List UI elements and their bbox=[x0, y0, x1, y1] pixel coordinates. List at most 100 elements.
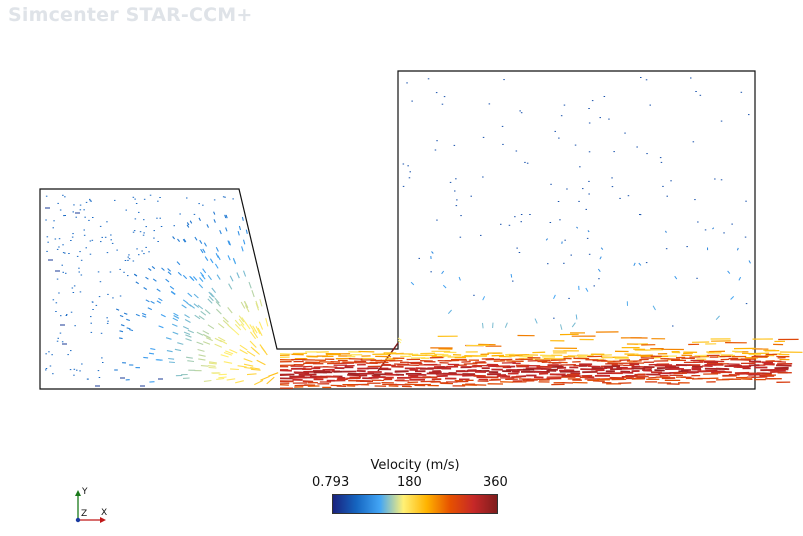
velocity-vector bbox=[266, 376, 275, 385]
velocity-vector bbox=[215, 247, 219, 252]
velocity-vector bbox=[155, 359, 162, 361]
velocity-vector bbox=[182, 299, 188, 304]
velocity-vector bbox=[230, 368, 239, 371]
velocity-vector bbox=[196, 331, 204, 336]
brand-watermark: Simcenter STAR-CCM+ bbox=[8, 4, 253, 26]
velocity-vector bbox=[259, 344, 266, 353]
velocity-vector bbox=[229, 275, 234, 282]
velocity-vector bbox=[482, 322, 484, 329]
velocity-vector bbox=[208, 362, 217, 365]
velocity-vector bbox=[129, 328, 134, 332]
velocity-vector bbox=[182, 238, 186, 243]
velocity-vector bbox=[145, 299, 150, 303]
velocity-vector bbox=[148, 267, 152, 271]
velocity-vector bbox=[141, 315, 147, 318]
velocity-vector bbox=[119, 330, 124, 333]
velocity-vector bbox=[208, 295, 214, 302]
velocity-vector bbox=[652, 305, 656, 311]
velocity-vector bbox=[202, 333, 210, 338]
velocity-vector bbox=[252, 325, 258, 334]
legend-min-label: 0.793 bbox=[312, 475, 350, 490]
velocity-vector bbox=[189, 275, 194, 281]
velocity-vector bbox=[200, 365, 209, 367]
velocity-vector bbox=[174, 348, 182, 352]
velocity-vector bbox=[204, 256, 209, 261]
velocity-vector bbox=[184, 319, 191, 323]
velocity-vector bbox=[585, 287, 589, 292]
velocity-vector bbox=[265, 318, 269, 327]
velocity-vector bbox=[228, 240, 232, 246]
velocity-vector bbox=[244, 366, 254, 370]
velocity-vector bbox=[638, 262, 642, 266]
velocity-vector bbox=[218, 376, 227, 379]
velocity-vector bbox=[510, 274, 513, 278]
velocity-vector bbox=[213, 211, 216, 215]
velocity-vector bbox=[251, 290, 255, 298]
velocity-vector bbox=[193, 293, 199, 299]
velocity-vector bbox=[160, 314, 166, 318]
velocity-vector bbox=[211, 287, 217, 294]
velocity-vector bbox=[186, 356, 193, 359]
velocity-vector bbox=[504, 322, 508, 328]
velocity-vector bbox=[245, 304, 250, 313]
velocity-vector bbox=[238, 318, 245, 326]
velocity-vector bbox=[674, 275, 678, 280]
velocity-vector bbox=[545, 238, 548, 241]
velocity-vector bbox=[202, 341, 211, 345]
velocity-vector bbox=[442, 284, 447, 289]
velocity-vector bbox=[255, 302, 260, 311]
velocity-vector bbox=[209, 258, 214, 264]
velocity-vector bbox=[534, 318, 538, 324]
velocity-vector bbox=[252, 330, 259, 339]
velocity-vector bbox=[249, 324, 255, 332]
velocity-vector bbox=[244, 321, 251, 330]
velocity-vector bbox=[250, 368, 261, 371]
velocity-vector bbox=[256, 359, 266, 366]
velocity-vector bbox=[192, 276, 198, 281]
velocity-vector bbox=[553, 294, 556, 300]
velocity-vector bbox=[170, 290, 176, 295]
velocity-vector bbox=[168, 357, 175, 360]
velocity-vector bbox=[224, 214, 227, 219]
velocity-vector bbox=[168, 361, 175, 364]
velocity-vector bbox=[198, 283, 204, 289]
velocity-vector bbox=[243, 363, 254, 367]
legend-max-label: 360 bbox=[483, 475, 508, 490]
velocity-vector bbox=[237, 230, 240, 236]
velocity-vector bbox=[268, 372, 279, 377]
velocity-vector bbox=[207, 365, 216, 367]
velocity-vector bbox=[152, 278, 157, 282]
velocity-vector bbox=[183, 331, 191, 336]
velocity-vector bbox=[182, 326, 190, 330]
velocity-vector bbox=[216, 308, 222, 315]
velocity-vector bbox=[222, 319, 230, 326]
velocity-vector bbox=[214, 337, 223, 343]
legend-mid-label: 180 bbox=[397, 475, 422, 490]
velocity-vector bbox=[161, 267, 165, 271]
velocity-vector bbox=[246, 350, 256, 357]
velocity-vector bbox=[209, 361, 217, 364]
velocity-vector bbox=[240, 323, 247, 331]
velocity-vector bbox=[177, 342, 184, 345]
velocity-vector bbox=[199, 277, 204, 282]
velocity-vector bbox=[207, 324, 215, 330]
velocity-vector bbox=[234, 323, 242, 331]
axis-x-label: X bbox=[101, 508, 107, 518]
velocity-vector bbox=[248, 281, 252, 289]
velocity-vector bbox=[141, 312, 147, 316]
velocity-vector bbox=[223, 361, 233, 364]
velocity-vector bbox=[665, 230, 667, 233]
velocity-vector bbox=[185, 334, 192, 338]
velocity-vector bbox=[169, 285, 175, 290]
velocity-vector bbox=[220, 354, 229, 358]
velocity-vector bbox=[239, 349, 248, 355]
velocity-vector bbox=[255, 326, 261, 335]
velocity-vector bbox=[186, 224, 190, 228]
velocity-vector bbox=[560, 324, 563, 330]
velocity-vector bbox=[458, 276, 461, 281]
velocity-vector bbox=[246, 373, 257, 376]
axis-triad: Y Z X bbox=[75, 487, 107, 523]
velocity-vector bbox=[258, 321, 264, 330]
